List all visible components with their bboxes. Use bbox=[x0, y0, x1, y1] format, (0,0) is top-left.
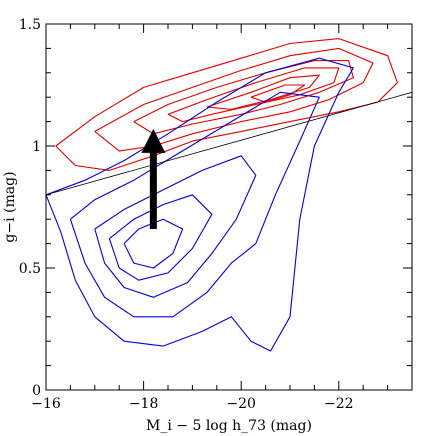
x-tick-label: −18 bbox=[129, 396, 159, 412]
x-axis-label: M_i − 5 log h_73 (mag) bbox=[146, 418, 312, 434]
blue-contour-1 bbox=[46, 57, 354, 352]
plot-frame bbox=[45, 23, 413, 391]
tick-layer: −16 −18 −20 −22 0 0.5 1 1.5 bbox=[19, 17, 413, 412]
arrow-head bbox=[141, 128, 166, 153]
divider-line bbox=[46, 91, 412, 196]
x-tick-label: −20 bbox=[226, 396, 256, 412]
blue-contour-4 bbox=[108, 194, 213, 281]
red-contour-1 bbox=[55, 38, 398, 171]
y-tick-label: 0 bbox=[32, 383, 41, 399]
y-tick-label: 1.5 bbox=[19, 17, 41, 33]
y-tick-label: 0.5 bbox=[19, 261, 41, 277]
contour-layer bbox=[46, 38, 398, 352]
blue-contour-2 bbox=[69, 91, 320, 318]
blue-contour-3 bbox=[94, 155, 257, 298]
red-contour-2 bbox=[94, 47, 374, 152]
red-contour-6 bbox=[250, 84, 306, 103]
overlay-layer bbox=[46, 91, 412, 229]
y-tick-label: 1 bbox=[32, 139, 41, 155]
blue-contour-5 bbox=[123, 218, 184, 269]
x-tick-label: −16 bbox=[31, 396, 61, 412]
red-contour-3 bbox=[133, 60, 354, 135]
red-contour-5 bbox=[206, 74, 320, 110]
x-tick-label: −22 bbox=[324, 396, 354, 412]
y-axis-label: g−i (mag) bbox=[2, 171, 18, 242]
